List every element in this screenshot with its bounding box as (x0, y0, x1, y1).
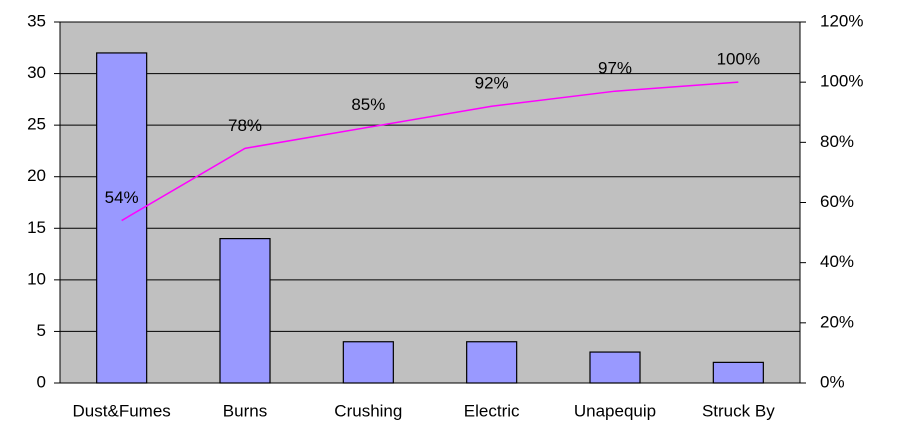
x-tick-label: Dust&Fumes (73, 401, 171, 420)
y2-tick-label: 0% (820, 372, 845, 391)
x-tick-label: Crushing (334, 401, 402, 420)
y-tick-label: 20 (27, 166, 46, 185)
x-tick-label: Electric (464, 401, 520, 420)
y-tick-label: 15 (27, 218, 46, 237)
y2-tick-label: 40% (820, 252, 854, 271)
data-label: 54% (105, 188, 139, 207)
y-tick-label: 5 (37, 321, 46, 340)
y2-tick-label: 100% (820, 72, 863, 91)
data-label: 100% (717, 50, 760, 69)
y-tick-label: 35 (27, 11, 46, 30)
plot-area (60, 22, 800, 383)
y-tick-label: 0 (37, 372, 46, 391)
bar (96, 52, 148, 384)
y-tick-label: 10 (27, 269, 46, 288)
bar (342, 341, 394, 384)
y2-tick-label: 120% (820, 11, 863, 30)
x-tick-label: Burns (223, 401, 267, 420)
bar (219, 238, 271, 384)
bar (712, 361, 764, 384)
data-label: 85% (351, 95, 385, 114)
x-tick-label: Unapequip (574, 401, 656, 420)
bar (466, 341, 518, 384)
y2-tick-label: 80% (820, 132, 854, 151)
y2-tick-label: 60% (820, 192, 854, 211)
data-label: 78% (228, 116, 262, 135)
data-label: 92% (475, 74, 509, 93)
y2-tick-label: 20% (820, 312, 854, 331)
y-tick-label: 25 (27, 115, 46, 134)
x-tick-label: Struck By (702, 401, 775, 420)
bar (589, 351, 641, 384)
line (121, 81, 739, 222)
y-tick-label: 30 (27, 63, 46, 82)
data-label: 97% (598, 59, 632, 78)
